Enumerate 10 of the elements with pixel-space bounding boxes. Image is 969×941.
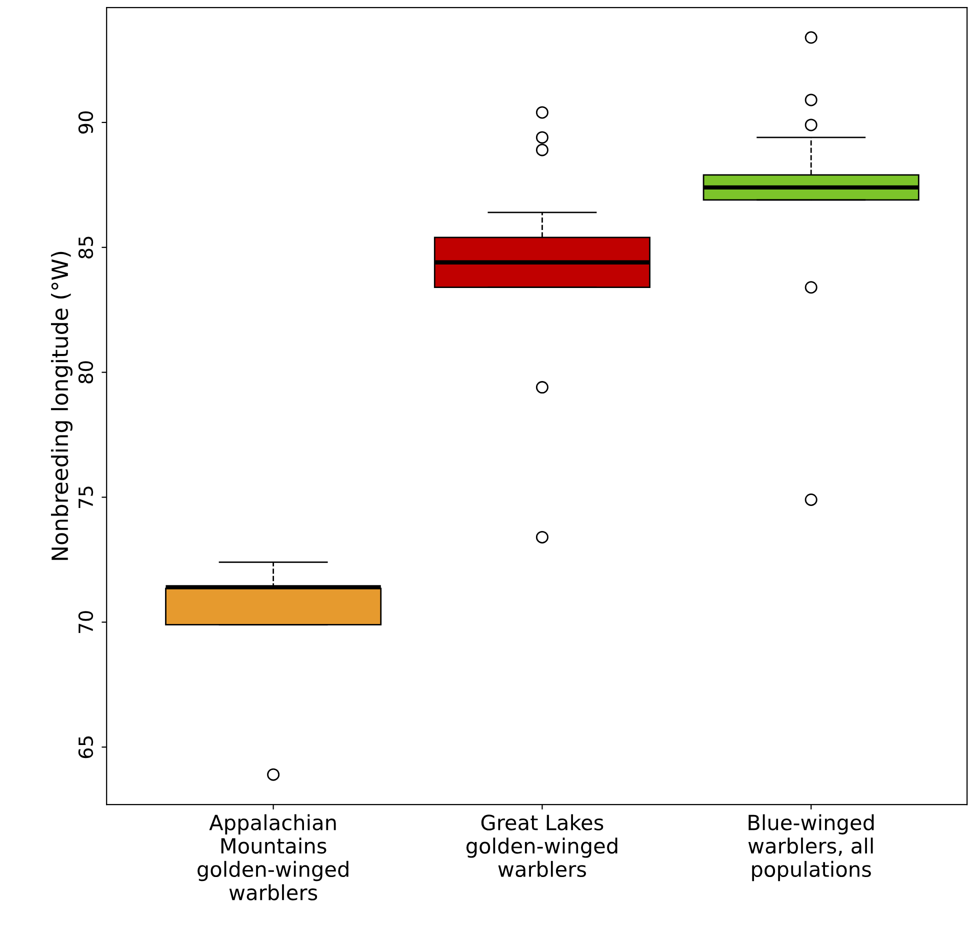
- y-axis-title: Nonbreeding longitude (°W): [50, 252, 72, 560]
- x-tick-label: Blue-winged warblers, all populations: [748, 814, 874, 882]
- y-tick-label: 65: [78, 736, 94, 758]
- x-tick-label: Great Lakes golden-winged warblers: [466, 814, 618, 878]
- y-tick-label: 85: [78, 236, 94, 258]
- x-tick-label: Appalachian Mountains golden-winged warblers: [198, 814, 348, 900]
- y-tick-label: 75: [78, 486, 94, 508]
- y-tick-label: 70: [78, 611, 94, 633]
- y-tick-label: 80: [78, 361, 94, 384]
- y-tick-label: 90: [78, 111, 94, 134]
